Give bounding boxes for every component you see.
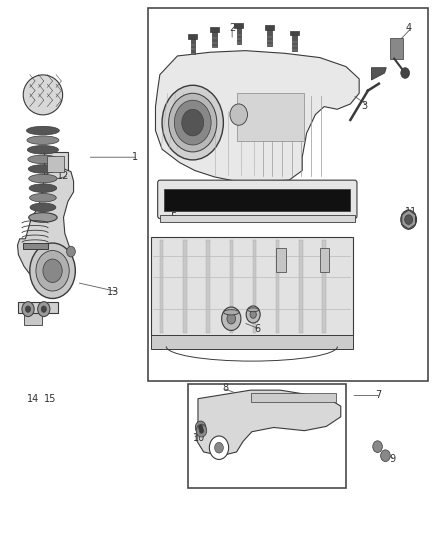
Text: 12: 12	[57, 171, 69, 181]
Ellipse shape	[29, 193, 56, 202]
Text: 3: 3	[362, 101, 368, 110]
Text: 1: 1	[132, 152, 138, 162]
Text: 7: 7	[375, 391, 381, 400]
Circle shape	[230, 104, 247, 125]
Text: 15: 15	[44, 394, 57, 403]
Bar	[148, 8, 428, 381]
Circle shape	[196, 424, 207, 437]
Ellipse shape	[28, 155, 58, 164]
Circle shape	[405, 215, 413, 224]
Circle shape	[25, 306, 31, 312]
Bar	[276, 248, 286, 272]
Text: 11: 11	[405, 207, 417, 217]
Ellipse shape	[29, 184, 57, 192]
Text: 13: 13	[107, 287, 119, 297]
Bar	[234, 23, 244, 28]
Bar	[251, 393, 336, 402]
Bar	[151, 237, 353, 336]
Text: 14: 14	[27, 394, 39, 403]
Bar	[299, 240, 303, 333]
Text: 5: 5	[170, 213, 176, 222]
Circle shape	[215, 442, 223, 453]
Bar	[24, 313, 42, 325]
Circle shape	[67, 246, 75, 257]
Circle shape	[198, 425, 203, 430]
Bar	[276, 240, 279, 333]
Bar	[230, 240, 233, 333]
Circle shape	[22, 302, 34, 317]
Ellipse shape	[27, 146, 58, 154]
Bar	[320, 248, 329, 272]
Bar	[265, 26, 274, 30]
Circle shape	[381, 450, 390, 462]
Circle shape	[43, 259, 62, 282]
Circle shape	[401, 68, 410, 78]
Bar	[237, 93, 304, 141]
Ellipse shape	[247, 308, 259, 312]
Bar	[188, 384, 346, 488]
Bar	[160, 240, 163, 333]
Circle shape	[373, 441, 382, 453]
Ellipse shape	[29, 174, 57, 183]
Bar	[44, 152, 68, 175]
Circle shape	[227, 313, 236, 324]
Bar	[253, 240, 256, 333]
Circle shape	[41, 306, 46, 312]
Circle shape	[174, 100, 211, 145]
Text: 4: 4	[406, 23, 412, 33]
Circle shape	[36, 251, 69, 291]
Text: 10: 10	[193, 433, 205, 443]
Bar	[191, 38, 195, 54]
Bar	[210, 27, 219, 32]
Bar	[212, 31, 217, 47]
Bar	[390, 38, 403, 59]
Ellipse shape	[26, 126, 60, 135]
Bar	[237, 27, 241, 44]
Ellipse shape	[30, 203, 56, 212]
Bar	[160, 215, 355, 222]
Text: 8: 8	[223, 383, 229, 393]
Text: 9: 9	[389, 455, 395, 464]
FancyBboxPatch shape	[158, 180, 357, 219]
Bar	[18, 302, 58, 313]
Bar	[151, 335, 353, 349]
Bar	[183, 240, 187, 333]
Circle shape	[222, 307, 241, 330]
Ellipse shape	[28, 165, 58, 173]
Polygon shape	[155, 51, 359, 182]
Text: 6: 6	[254, 325, 261, 334]
Circle shape	[30, 243, 75, 298]
Bar	[290, 31, 299, 36]
Bar	[164, 189, 350, 211]
Ellipse shape	[29, 213, 57, 222]
Bar	[267, 29, 272, 46]
Bar	[206, 240, 210, 333]
Circle shape	[246, 306, 260, 323]
Bar	[188, 34, 198, 39]
Ellipse shape	[223, 310, 239, 315]
Bar	[23, 243, 48, 249]
Text: 2: 2	[229, 23, 235, 33]
Circle shape	[162, 85, 223, 160]
Circle shape	[209, 436, 229, 459]
Circle shape	[38, 302, 50, 317]
Polygon shape	[371, 68, 386, 80]
Circle shape	[401, 210, 417, 229]
Bar	[322, 240, 326, 333]
Polygon shape	[197, 390, 341, 456]
Bar	[292, 35, 297, 51]
Ellipse shape	[27, 136, 59, 144]
Circle shape	[169, 93, 217, 152]
Polygon shape	[18, 168, 74, 294]
Ellipse shape	[23, 75, 63, 115]
Bar	[47, 156, 64, 172]
Circle shape	[250, 311, 256, 318]
Circle shape	[195, 421, 206, 434]
Circle shape	[199, 428, 204, 433]
Circle shape	[182, 109, 204, 136]
